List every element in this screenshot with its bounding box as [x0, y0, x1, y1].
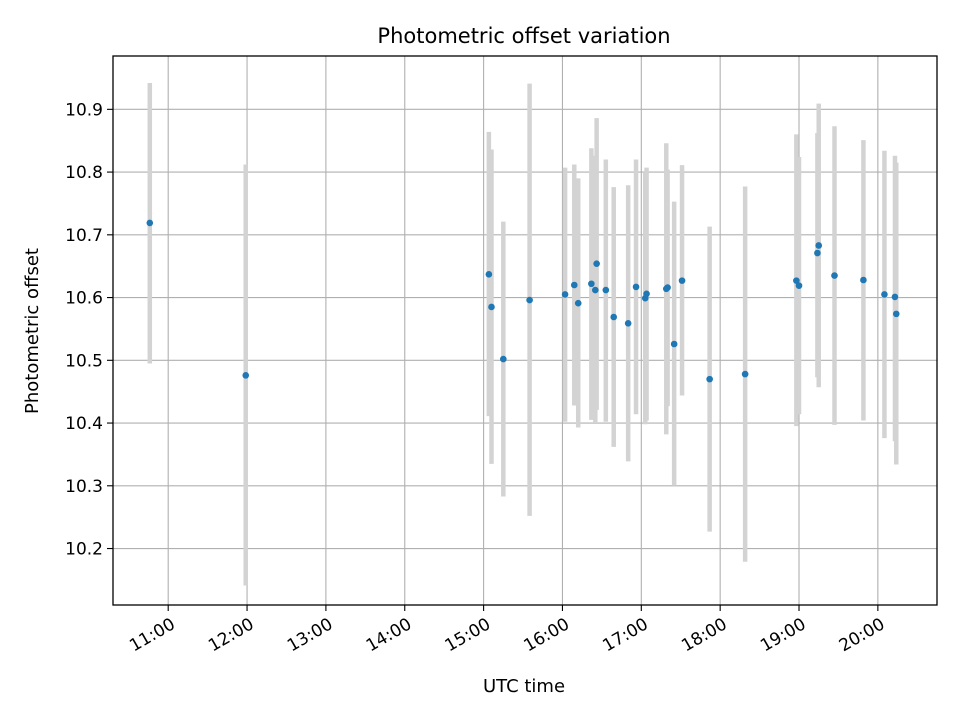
- data-point: [664, 284, 671, 291]
- x-tick-label: 13:00: [284, 614, 336, 656]
- x-tick-label: 12:00: [205, 614, 257, 656]
- data-point: [891, 293, 899, 301]
- data-point: [488, 303, 495, 311]
- data-point: [242, 372, 250, 379]
- x-tick-label: 17:00: [599, 614, 651, 656]
- y-axis-label: Photometric offset: [22, 248, 43, 414]
- x-tick-label: 15:00: [442, 614, 494, 656]
- y-tick-label: 10.9: [65, 100, 103, 120]
- x-tick-label: 11:00: [126, 614, 178, 656]
- plot-frame: [112, 55, 938, 606]
- data-point: [485, 271, 493, 278]
- data-point: [610, 313, 618, 321]
- data-point: [831, 272, 838, 279]
- data-point: [592, 286, 599, 294]
- data-point: [860, 276, 867, 284]
- data-point: [881, 291, 888, 298]
- data-point: [793, 277, 800, 284]
- y-tick-label: 10.4: [65, 414, 103, 434]
- data-point: [500, 355, 507, 363]
- x-tick-label: 16:00: [521, 614, 573, 656]
- data-point: [602, 286, 610, 294]
- chart-title: Photometric offset variation: [377, 24, 670, 48]
- y-tick-label: 10.8: [65, 163, 103, 183]
- errorbar-layer: [147, 82, 899, 586]
- y-tick-label: 10.5: [65, 351, 103, 371]
- data-point: [706, 375, 713, 383]
- data-point: [815, 242, 823, 249]
- y-tick-label: 10.2: [65, 540, 103, 560]
- data-point: [678, 277, 686, 284]
- y-axis-ticks: 10.2 10.3 10.4 10.5 10.6 10.7 10.8 10.9: [65, 100, 113, 560]
- data-point: [643, 290, 650, 298]
- data-point: [624, 319, 632, 327]
- y-tick-label: 10.7: [65, 226, 103, 246]
- data-point: [741, 370, 749, 378]
- x-tick-label: 20:00: [836, 614, 888, 656]
- x-tick-label: 19:00: [757, 614, 809, 656]
- x-tick-label: 18:00: [678, 614, 730, 656]
- data-point: [892, 310, 900, 318]
- data-point: [588, 280, 595, 288]
- grid-layer: [113, 56, 937, 605]
- data-point: [593, 260, 600, 267]
- data-point: [574, 299, 582, 307]
- y-tick-label: 10.3: [65, 477, 103, 497]
- x-axis-label: UTC time: [483, 676, 565, 697]
- marker-layer: [146, 219, 900, 383]
- data-point: [795, 282, 803, 289]
- data-point: [561, 291, 569, 298]
- data-point: [814, 249, 821, 257]
- data-point: [670, 340, 678, 348]
- data-point: [570, 281, 578, 289]
- x-tick-label: 14:00: [363, 614, 415, 656]
- x-axis-ticks: 11:00 12:00 13:00 14:00 15:00 16:00 17:00 18:00…: [126, 605, 888, 656]
- data-point: [632, 283, 640, 291]
- data-point: [526, 296, 533, 304]
- y-tick-label: 10.6: [65, 289, 103, 309]
- data-point: [146, 219, 154, 227]
